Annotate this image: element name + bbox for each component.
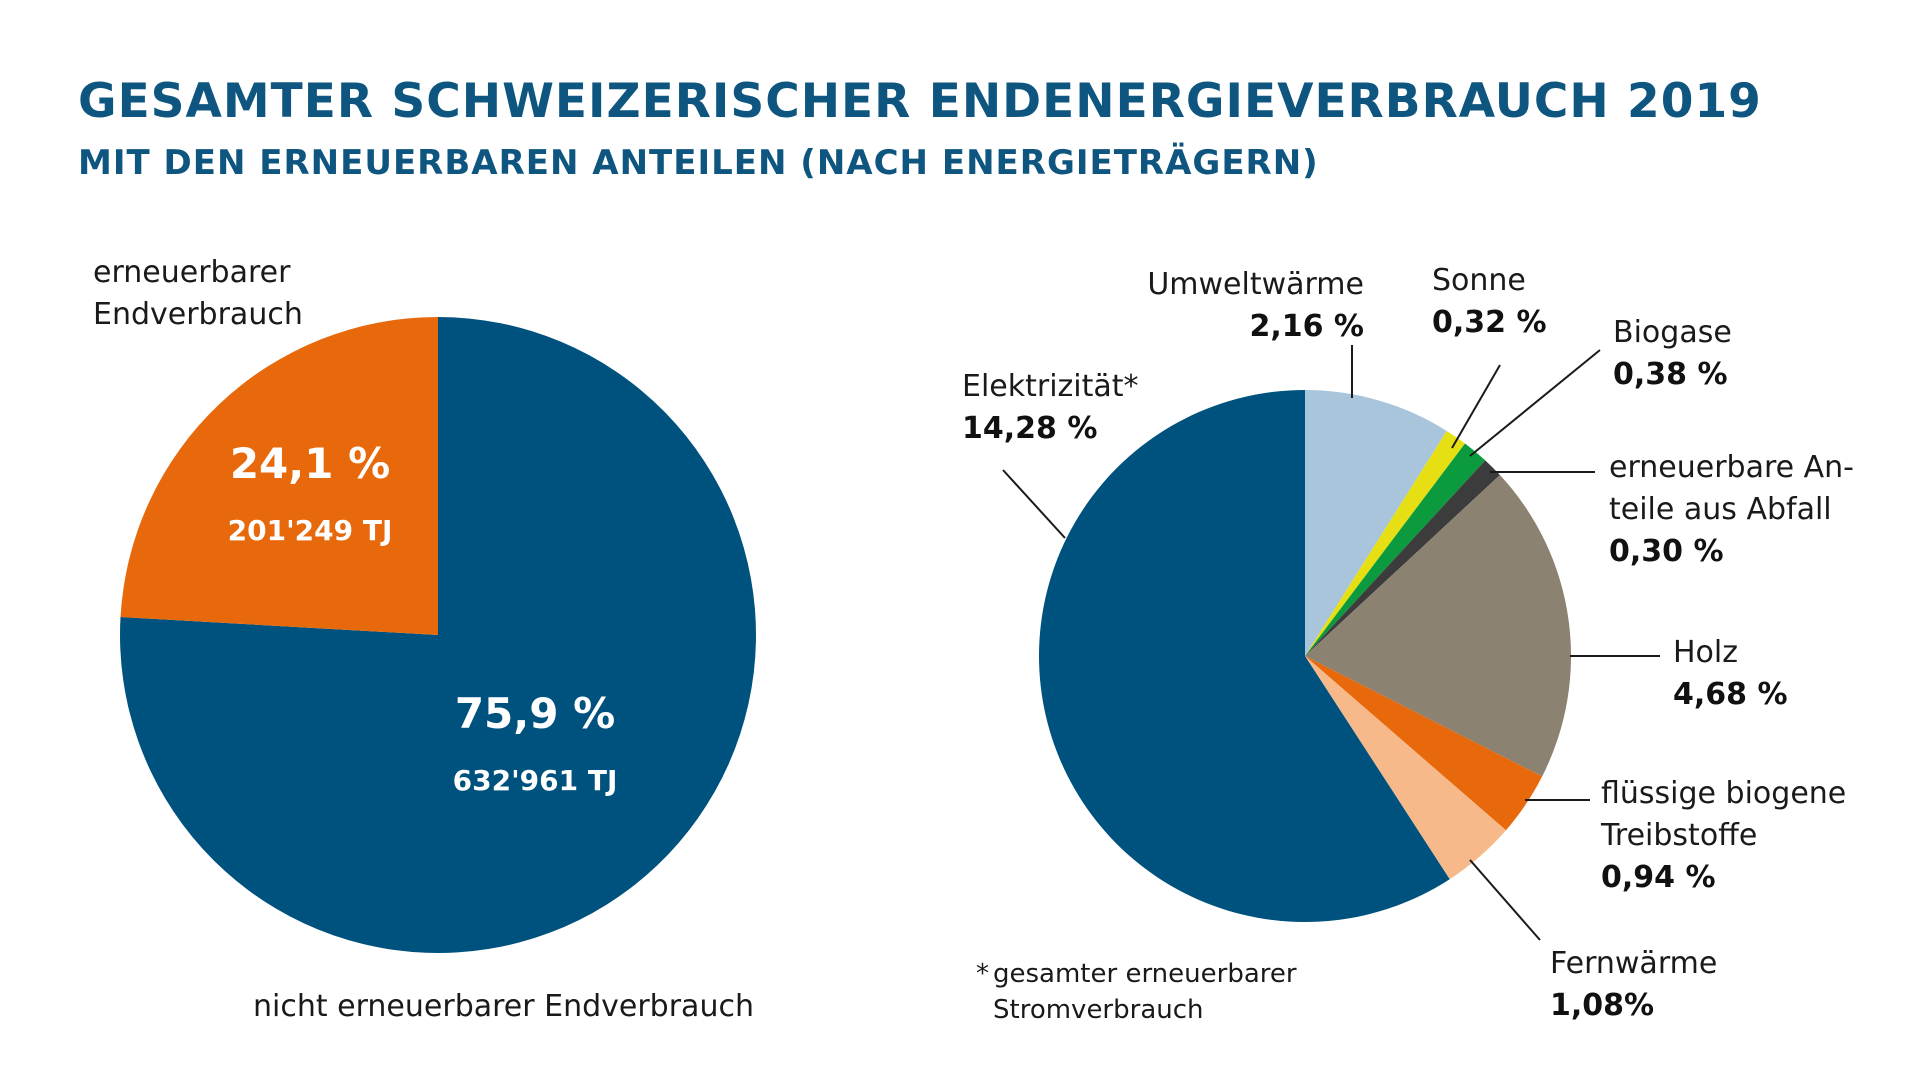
chart-title: GESAMTER SCHWEIZERISCHER ENDENERGIEVERBR… [78,74,1762,129]
pie-slice-fernw-rme [1305,656,1506,880]
slice-label-erneuerbar-pct: 24,1 % [230,439,390,488]
slice-name-erneuerbar: erneuerbarer [93,255,291,290]
slice-name-sonne: Sonne [1432,263,1526,298]
chart-subtitle: MIT DEN ERNEUERBAREN ANTEILEN (NACH ENER… [78,143,1319,183]
slice-value-erneuerbare-an-teile-aus-abfall: 0,30 % [1609,534,1724,569]
slice-value-elektrizit-t: 14,28 % [962,411,1097,446]
footnote-text: Stromverbrauch [993,995,1204,1025]
slice-label-erneuerbar-tj: 201'249 TJ [228,514,393,547]
slice-name-erneuerbare-an-teile-aus-abfall: teile aus Abfall [1609,492,1832,527]
slice-name-nicht-erneuerbar: nicht erneuerbarer Endverbrauch [253,989,754,1024]
leader-line-biogase [1469,349,1601,457]
slice-label-nicht-erneuerbar-tj: 632'961 TJ [453,764,618,797]
slice-name-elektrizit-t: Elektrizität* [962,369,1139,404]
pie-slice-elektrizit-t [1038,389,1450,922]
pie-slice-nicht-erneuerbar [120,317,757,954]
leader-line-sonne [1451,364,1501,449]
slice-name-erneuerbar: Endverbrauch [93,297,303,332]
slice-value-fernw-rme: 1,08% [1550,988,1654,1023]
leader-line-fernw-rme [1469,859,1541,941]
slice-value-sonne: 0,32 % [1432,305,1547,340]
footnote-marker: * [976,959,989,989]
slice-value-holz: 4,68 % [1673,677,1788,712]
slice-name-fl-ssige-biogene-treibstoffe: Treibstoffe [1600,818,1757,853]
pie-slice-holz [1305,475,1572,777]
pie-slice-fl-ssige-biogene-treibstoffe [1305,656,1543,831]
slice-name-erneuerbare-an-teile-aus-abfall: erneuerbare An- [1609,450,1854,485]
slice-name-biogase: Biogase [1613,315,1732,350]
pie-slice-erneuerbare-an-teile-aus-abfall [1305,460,1500,656]
slice-value-fl-ssige-biogene-treibstoffe: 0,94 % [1601,860,1716,895]
slice-name-fernw-rme: Fernwärme [1550,946,1717,981]
pie-slice-umweltw-rme [1305,389,1447,656]
slice-name-holz: Holz [1673,635,1738,670]
slice-name-umweltw-rme: Umweltwärme [1147,267,1364,302]
slice-label-nicht-erneuerbar-pct: 75,9 % [455,689,615,738]
footnote-text: gesamter erneuerbarer [993,959,1297,989]
slice-value-umweltw-rme: 2,16 % [1249,309,1364,344]
slice-value-biogase: 0,38 % [1613,357,1728,392]
pie-slice-sonne [1305,430,1466,656]
leader-line-elektrizit-t [1002,469,1066,539]
pie-slice-biogase [1305,443,1486,656]
pie-slice-erneuerbar [120,317,438,635]
slice-name-fl-ssige-biogene-treibstoffe: flüssige biogene [1601,776,1846,811]
